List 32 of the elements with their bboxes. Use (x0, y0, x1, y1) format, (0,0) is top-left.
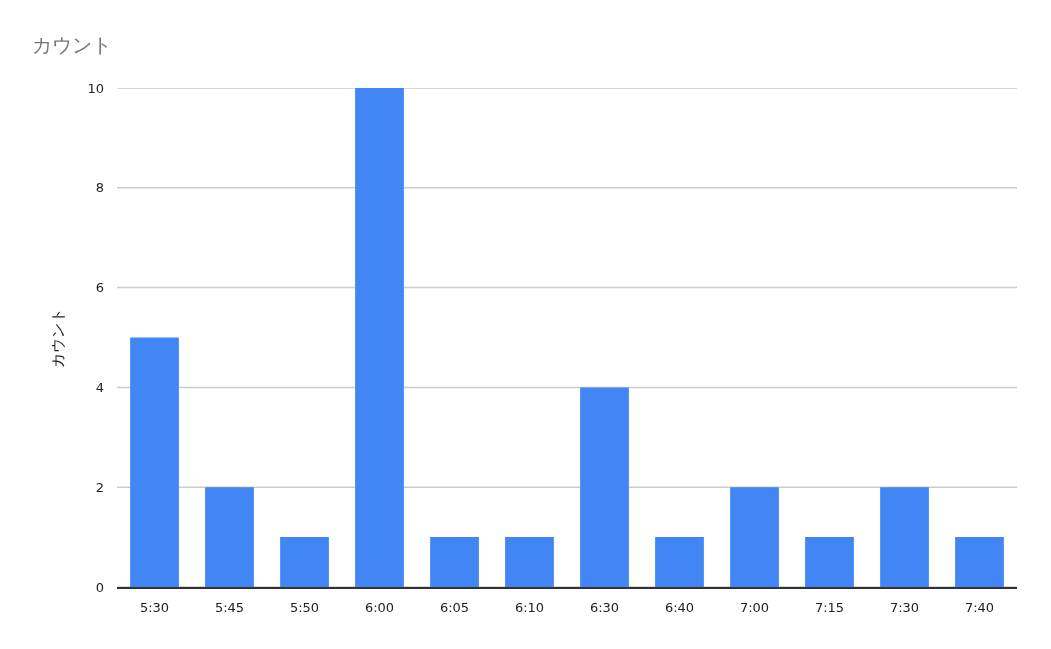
x-tick-label: 6:00 (364, 600, 395, 616)
bar (205, 487, 254, 587)
bar (730, 487, 779, 587)
y-tick-label: 6 (95, 280, 104, 296)
y-tick-label: 4 (95, 379, 104, 395)
chart-title: カウント (31, 33, 112, 58)
bar (130, 337, 179, 587)
bar (955, 537, 1004, 587)
bar (430, 537, 479, 587)
x-tick-label: 6:05 (439, 600, 470, 616)
x-tick-label: 7:40 (964, 600, 995, 616)
x-tick-label: 7:00 (739, 600, 770, 616)
bar (580, 387, 629, 587)
x-tick-label: 6:30 (589, 600, 620, 616)
y-axis-title: カウント (48, 307, 67, 368)
x-tick-label: 5:50 (289, 600, 320, 616)
bar (505, 537, 554, 587)
x-tick-label: 5:30 (139, 600, 170, 616)
x-tick-label: 6:10 (514, 600, 545, 616)
y-tick-label: 8 (95, 180, 104, 196)
x-tick-label: 7:30 (889, 600, 920, 616)
x-tick-label: 5:45 (214, 600, 245, 616)
y-tick-label: 2 (95, 479, 104, 495)
bar (880, 487, 929, 587)
y-tick-label: 10 (87, 80, 104, 96)
x-tick-label: 6:40 (664, 600, 695, 616)
y-tick-label: 0 (95, 579, 104, 595)
bar (355, 88, 404, 587)
bar (805, 537, 854, 587)
x-tick-label: 7:15 (814, 600, 845, 616)
bar (655, 537, 704, 587)
bar (280, 537, 329, 587)
